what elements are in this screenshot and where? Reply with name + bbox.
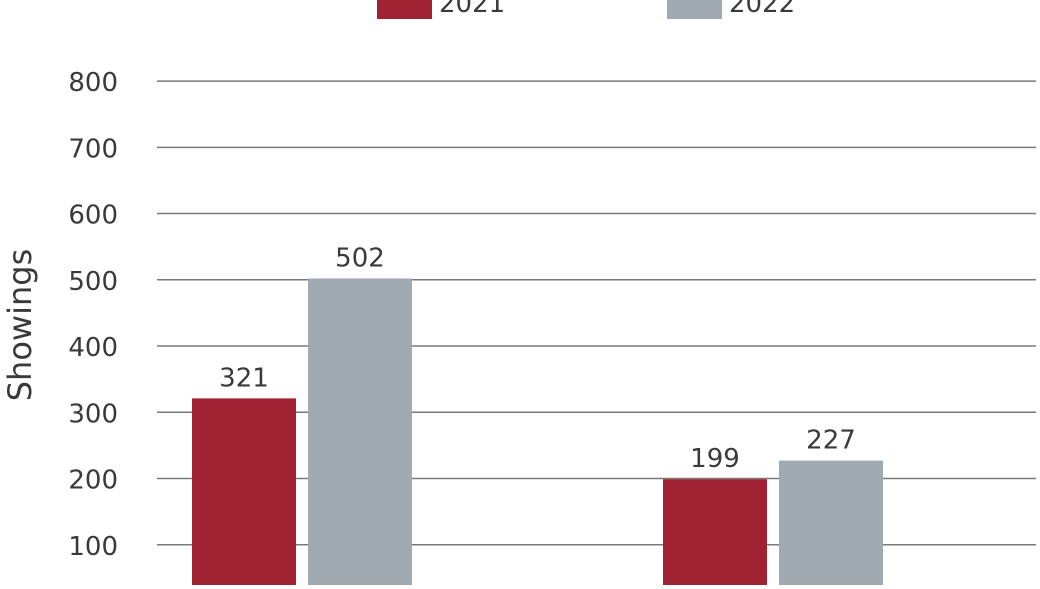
bars — [192, 278, 883, 589]
y-tick-label: 800 — [68, 68, 118, 98]
y-tick-label: 100 — [68, 532, 118, 562]
bar-2021-1 — [663, 479, 767, 589]
y-tick-label: 200 — [68, 466, 118, 496]
y-axis-ticks: 100 200 300 400 500 600 700 800 — [68, 68, 118, 562]
y-tick-label: 300 — [68, 399, 118, 429]
bar-2022-0 — [308, 278, 412, 589]
legend-label: 2021 — [439, 0, 505, 19]
data-label: 227 — [806, 426, 856, 456]
bar-2022-1 — [779, 460, 883, 589]
data-labels: 321 199 502 227 — [219, 243, 856, 474]
legend-label: 2022 — [729, 0, 795, 19]
y-axis-label: Showings — [1, 249, 39, 402]
y-tick-label: 700 — [68, 134, 118, 164]
y-tick-label: 600 — [68, 201, 118, 231]
legend-swatch-2022 — [667, 0, 722, 19]
y-tick-label: 500 — [68, 267, 118, 297]
data-label: 502 — [335, 243, 385, 273]
data-label: 199 — [690, 444, 740, 474]
data-label: 321 — [219, 363, 269, 393]
y-tick-label: 400 — [68, 333, 118, 363]
legend: 2021 2022 — [377, 0, 795, 19]
gridlines — [157, 80, 1036, 546]
legend-swatch-2021 — [377, 0, 432, 19]
bar-2021-0 — [192, 398, 296, 589]
